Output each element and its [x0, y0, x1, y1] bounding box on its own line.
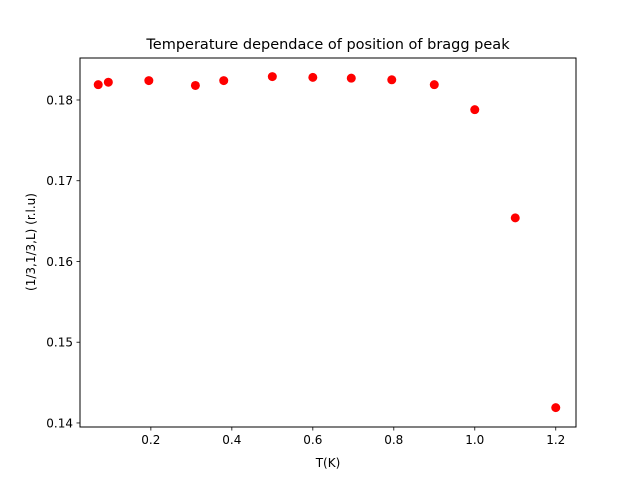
x-tick-label: 1.0 [465, 433, 484, 447]
data-point [219, 76, 229, 86]
x-tick-label: 0.4 [222, 433, 241, 447]
y-tick-label: 0.14 [46, 416, 73, 430]
data-point [429, 80, 439, 90]
x-tick-label: 0.6 [303, 433, 322, 447]
x-axis-ticks: 0.2 0.4 0.6 0.8 1.0 1.2 [141, 427, 565, 447]
x-axis-label: T(K) [315, 456, 341, 470]
chart-title: Temperature dependace of position of bra… [145, 37, 510, 53]
data-point [308, 72, 318, 82]
y-tick-label: 0.16 [46, 255, 73, 269]
data-point [387, 75, 397, 85]
y-axis-label: (1/3,1/3,L) (r.l.u) [24, 193, 38, 291]
data-points [93, 72, 561, 413]
data-point [190, 80, 200, 90]
data-point [346, 73, 356, 83]
x-tick-label: 0.2 [141, 433, 160, 447]
data-point [470, 105, 480, 115]
data-point [93, 80, 103, 90]
x-tick-label: 1.2 [546, 433, 565, 447]
y-tick-label: 0.15 [46, 336, 73, 350]
data-point [103, 77, 113, 87]
y-tick-label: 0.18 [46, 93, 73, 107]
data-point [551, 403, 561, 413]
plot-area [79, 57, 577, 428]
y-axis-ticks: 0.14 0.15 0.16 0.17 0.18 [46, 93, 80, 430]
data-point [510, 213, 520, 223]
y-tick-label: 0.17 [46, 174, 73, 188]
data-point [267, 72, 277, 82]
data-point [144, 76, 154, 86]
x-tick-label: 0.8 [384, 433, 403, 447]
